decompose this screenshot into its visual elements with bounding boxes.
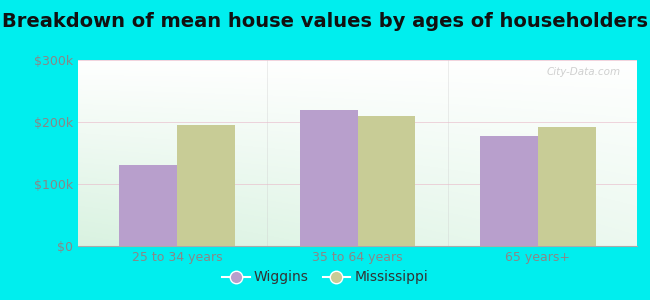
Legend: Wiggins, Mississippi: Wiggins, Mississippi [216, 265, 434, 290]
Bar [358, 116, 415, 246]
Text: City-Data.com: City-Data.com [546, 68, 620, 77]
Bar [538, 127, 595, 246]
Bar [120, 165, 177, 246]
Bar [300, 110, 358, 246]
Bar [177, 125, 235, 246]
Text: Breakdown of mean house values by ages of householders: Breakdown of mean house values by ages o… [2, 12, 648, 31]
Bar [480, 136, 538, 246]
